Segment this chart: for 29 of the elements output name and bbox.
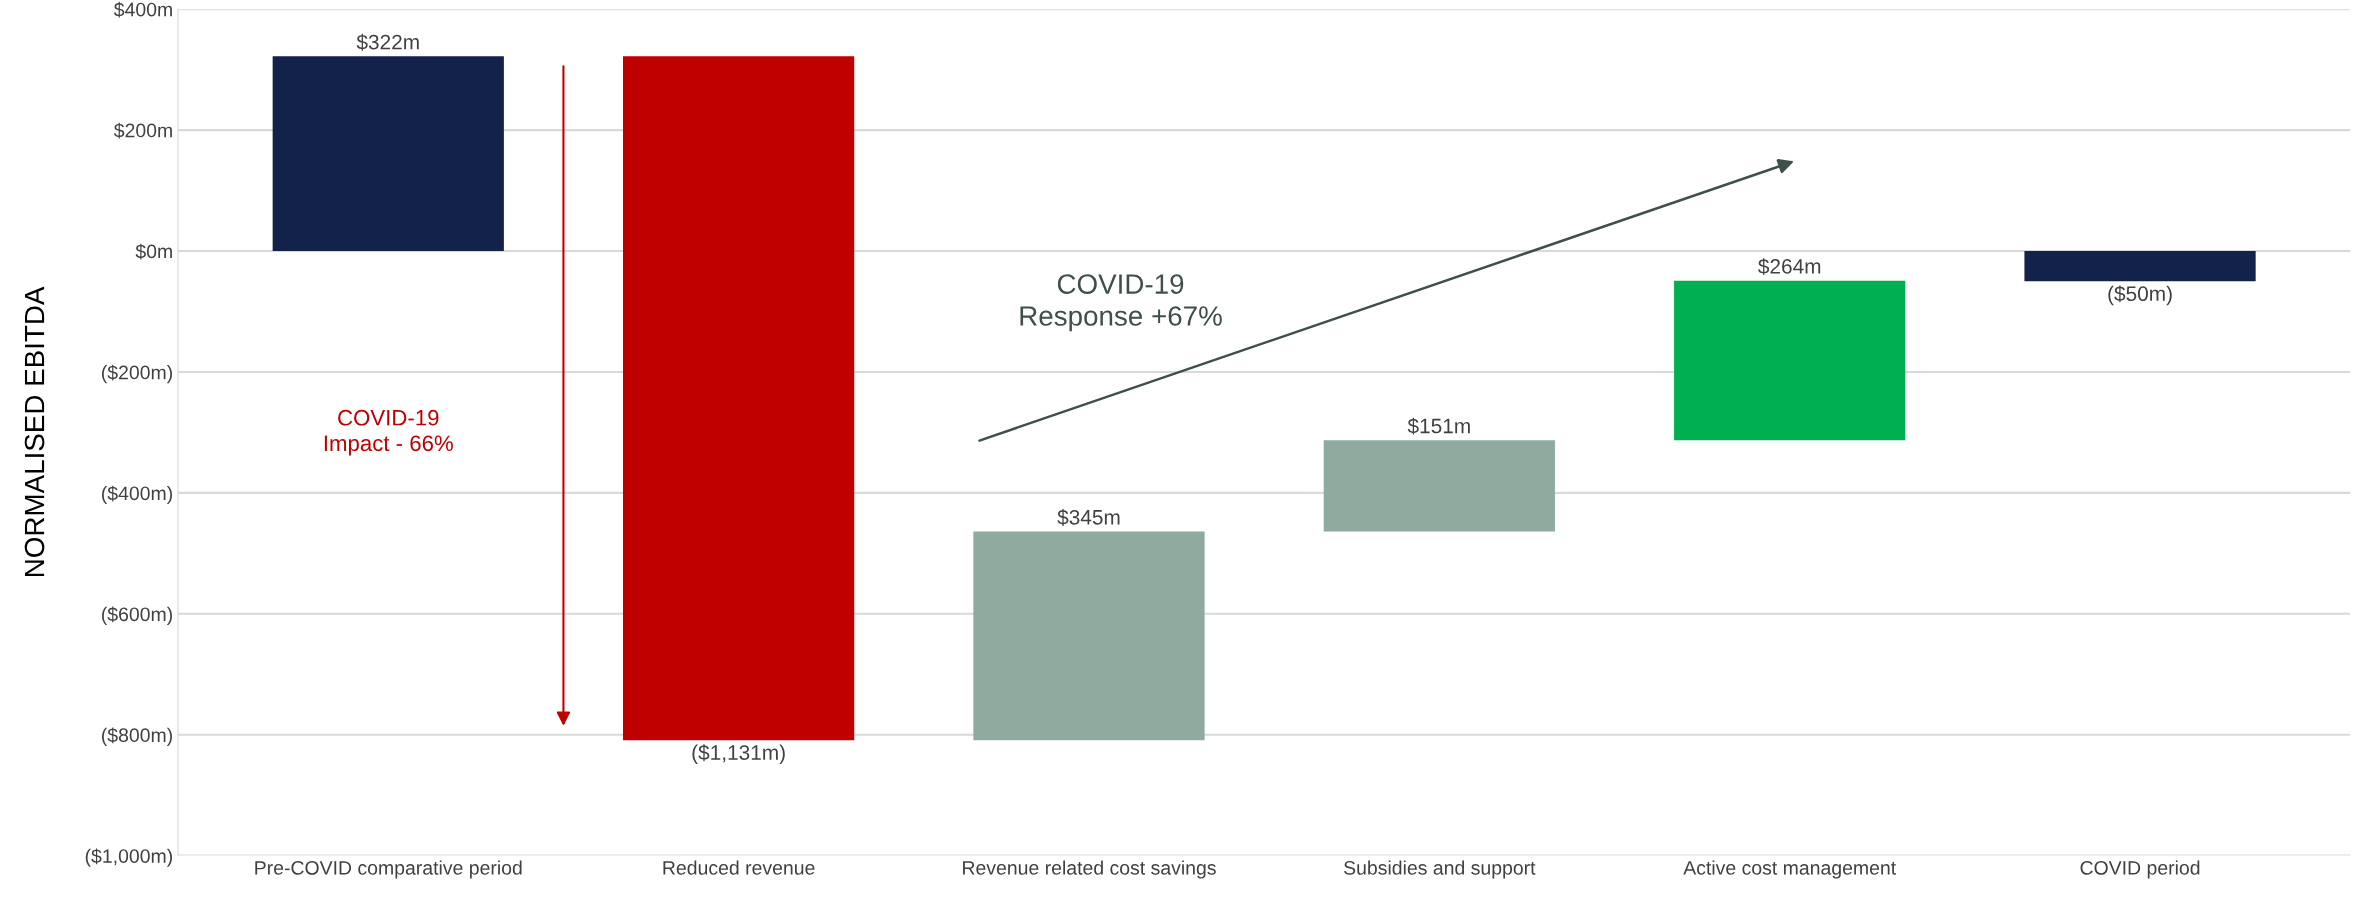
annotation: COVID-19 Response +67%	[1020, 274, 1222, 332]
bar	[2024, 251, 2256, 282]
x-tick-label: COVID period	[2080, 860, 2200, 879]
data-label: $322m	[356, 33, 419, 51]
x-tick-label: Reduced revenue	[663, 860, 815, 875]
bar	[1323, 440, 1555, 532]
data-label: ($50m)	[2108, 285, 2172, 306]
y-tick-label: $200m	[113, 122, 172, 139]
y-tick-label: ($800m)	[102, 727, 172, 746]
bar	[973, 531, 1205, 741]
data-label: $151m	[1407, 417, 1470, 435]
y-tick-label: ($600m)	[102, 606, 172, 625]
y-tick-label: $0m	[135, 243, 172, 260]
x-tick-label: Active cost management	[1683, 860, 1897, 879]
bar	[272, 56, 504, 252]
x-tick-label: Subsidies and support	[1344, 860, 1536, 879]
annotation: COVID-19 Impact - 66%	[324, 409, 453, 456]
y-tick-label: ($200m)	[102, 364, 172, 384]
y-tick-label: $400m	[113, 1, 172, 18]
data-label: $264m	[1758, 258, 1821, 275]
data-label: $345m	[1057, 509, 1120, 526]
bar	[623, 56, 855, 741]
x-tick-label: Pre-COVID comparative period	[255, 860, 522, 879]
y-tick-label: ($1,000m)	[85, 848, 172, 867]
data-label: ($1,131m)	[692, 744, 785, 765]
y-tick-label: ($400m)	[102, 485, 172, 505]
x-tick-label: Revenue related cost savings	[963, 860, 1216, 879]
y-axis-title: NORMALISED EBITDA	[24, 286, 45, 576]
bar	[1674, 280, 1906, 441]
